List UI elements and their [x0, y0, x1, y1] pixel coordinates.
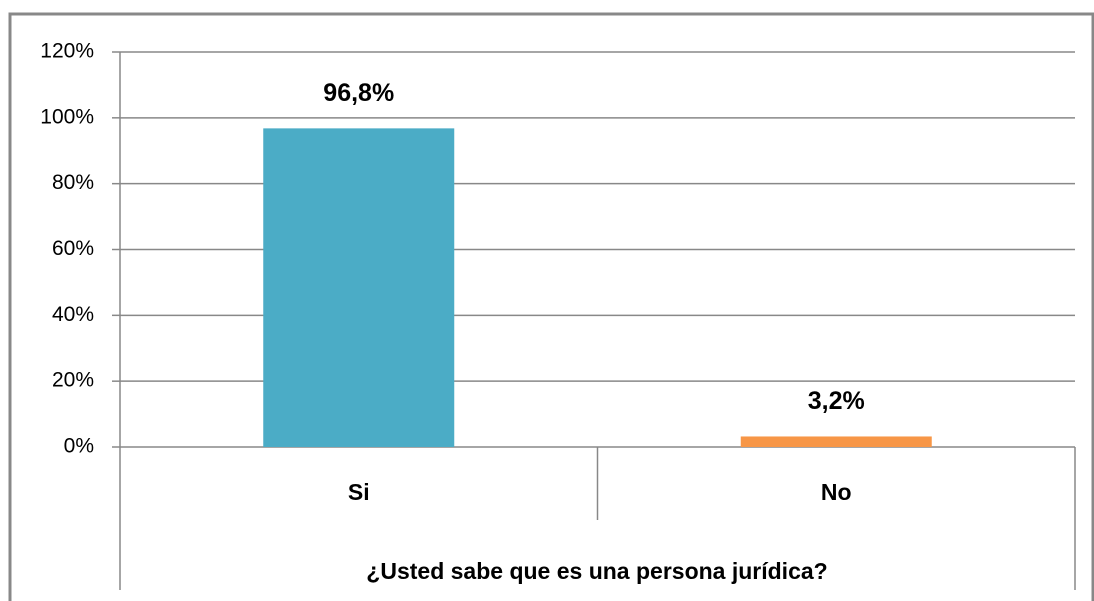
value-label: 96,8% — [323, 79, 394, 107]
x-axis-title: ¿Usted sabe que es una persona jurídica? — [366, 558, 827, 584]
y-tick-label: 100% — [40, 105, 94, 128]
bar — [740, 436, 932, 447]
y-tick-label: 40% — [52, 303, 94, 326]
chart-frame — [8, 12, 1094, 601]
x-tick-label: Si — [348, 479, 370, 505]
y-tick-label: 20% — [52, 369, 94, 392]
y-tick-label: 0% — [64, 435, 94, 458]
y-tick-label: 80% — [52, 171, 94, 194]
y-tick-label: 120% — [40, 40, 94, 63]
value-label: 3,2% — [808, 387, 865, 415]
bar — [263, 128, 455, 447]
y-tick-label: 60% — [52, 237, 94, 260]
x-tick-label: No — [821, 479, 852, 505]
